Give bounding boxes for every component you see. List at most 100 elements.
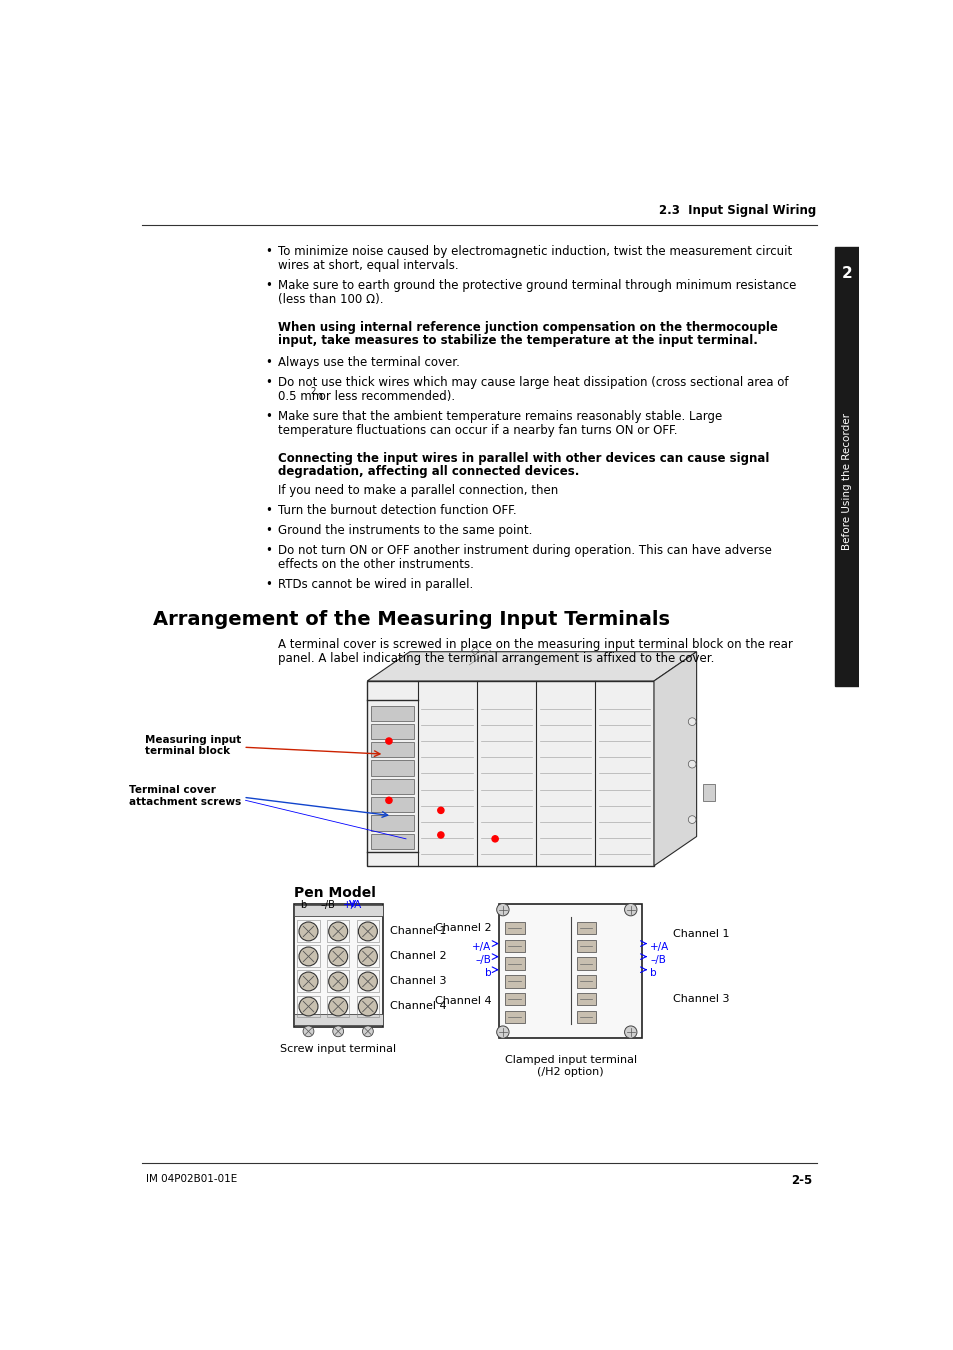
Circle shape [303, 1026, 314, 1037]
Bar [294, 903, 382, 1027]
Text: RTDs cannot be wired in parallel.: RTDs cannot be wired in parallel. [278, 578, 473, 591]
Bar [702, 784, 715, 801]
Circle shape [687, 718, 696, 725]
Bar [505, 1011, 524, 1023]
Bar [577, 922, 596, 934]
Bar [356, 995, 378, 1018]
Polygon shape [654, 652, 696, 865]
Text: To minimize noise caused by electromagnetic induction, twist the measurement cir: To minimize noise caused by electromagne… [278, 246, 792, 258]
Text: Clamped input terminal
(/H2 option): Clamped input terminal (/H2 option) [504, 1056, 636, 1077]
Text: ◇: ◇ [471, 647, 479, 656]
Bar [297, 921, 319, 942]
Bar [327, 971, 349, 992]
Bar [577, 1011, 596, 1023]
Bar [327, 995, 349, 1018]
Text: b: b [299, 899, 306, 910]
Text: Measuring input
terminal block: Measuring input terminal block [145, 734, 241, 756]
Text: If you need to make a parallel connection, then: If you need to make a parallel connectio… [278, 483, 558, 497]
Bar [371, 779, 414, 794]
Text: 2-5: 2-5 [791, 1173, 812, 1187]
Text: –/B: –/B [649, 954, 665, 965]
Text: IM 04P02B01-01E: IM 04P02B01-01E [146, 1173, 237, 1184]
Circle shape [497, 903, 509, 915]
Bar [297, 945, 319, 968]
Text: Turn the burnout detection function OFF.: Turn the burnout detection function OFF. [278, 504, 517, 517]
Polygon shape [367, 652, 696, 680]
Text: panel. A label indicating the terminal arrangement is affixed to the cover.: panel. A label indicating the terminal a… [278, 652, 714, 664]
Text: or less recommended).: or less recommended). [315, 390, 455, 402]
Bar [294, 904, 382, 915]
Text: +/A: +/A [342, 899, 362, 910]
Text: Always use the terminal cover.: Always use the terminal cover. [278, 356, 459, 369]
Circle shape [329, 972, 347, 991]
Circle shape [329, 946, 347, 965]
Text: Arrangement of the Measuring Input Terminals: Arrangement of the Measuring Input Termi… [153, 610, 670, 629]
Text: Do not turn ON or OFF another instrument during operation. This can have adverse: Do not turn ON or OFF another instrument… [278, 544, 771, 558]
Bar [371, 834, 414, 849]
Bar [297, 995, 319, 1018]
Text: Channel 4: Channel 4 [435, 996, 491, 1006]
Text: •: • [265, 377, 272, 389]
Bar [294, 1014, 382, 1025]
Circle shape [298, 946, 317, 965]
Text: degradation, affecting all connected devices.: degradation, affecting all connected dev… [278, 466, 578, 478]
Text: •: • [265, 544, 272, 558]
Text: Pen Model: Pen Model [294, 886, 375, 900]
Bar [371, 796, 414, 813]
Bar [835, 247, 858, 686]
Text: wires at short, equal intervals.: wires at short, equal intervals. [278, 259, 458, 271]
Bar [371, 815, 414, 830]
Text: Channel 1: Channel 1 [390, 926, 447, 937]
Bar [505, 922, 524, 934]
Text: Channel 3: Channel 3 [390, 976, 447, 987]
Circle shape [358, 946, 377, 965]
Circle shape [437, 832, 443, 838]
Text: Make sure to earth ground the protective ground terminal through minimum resista: Make sure to earth ground the protective… [278, 279, 796, 292]
Text: b: b [649, 968, 656, 979]
Text: 2: 2 [311, 387, 315, 396]
Text: Channel 1: Channel 1 [673, 929, 729, 938]
Circle shape [298, 998, 317, 1017]
Bar [505, 957, 524, 969]
Text: Channel 4: Channel 4 [390, 1002, 447, 1011]
Circle shape [492, 836, 497, 842]
Text: •: • [265, 524, 272, 537]
Bar [577, 975, 596, 987]
Circle shape [329, 998, 347, 1017]
Bar [505, 975, 524, 987]
Bar [371, 760, 414, 776]
Text: –/B: –/B [475, 954, 491, 965]
Bar [505, 940, 524, 952]
Text: Channel 2: Channel 2 [390, 952, 447, 961]
Circle shape [624, 903, 637, 915]
Bar [577, 994, 596, 1006]
Circle shape [437, 807, 443, 814]
Circle shape [298, 972, 317, 991]
Circle shape [497, 1026, 509, 1038]
Circle shape [362, 1026, 373, 1037]
Circle shape [687, 760, 696, 768]
Circle shape [385, 738, 392, 744]
Text: •: • [265, 410, 272, 423]
Bar [356, 971, 378, 992]
Text: •: • [265, 356, 272, 369]
Bar [297, 971, 319, 992]
Bar [371, 706, 414, 721]
Circle shape [358, 972, 377, 991]
Text: Ground the instruments to the same point.: Ground the instruments to the same point… [278, 524, 532, 537]
Circle shape [358, 922, 377, 941]
Circle shape [329, 922, 347, 941]
Text: +/A: +/A [649, 942, 669, 952]
Text: •: • [265, 578, 272, 591]
Bar [505, 994, 524, 1006]
Text: A terminal cover is screwed in place on the measuring input terminal block on th: A terminal cover is screwed in place on … [278, 637, 792, 651]
Bar [367, 680, 654, 865]
Text: Make sure that the ambient temperature remains reasonably stable. Large: Make sure that the ambient temperature r… [278, 410, 721, 423]
Text: Screw input terminal: Screw input terminal [280, 1044, 395, 1053]
Text: 0.5 mm: 0.5 mm [278, 390, 323, 402]
Bar [577, 940, 596, 952]
Circle shape [624, 1026, 637, 1038]
Circle shape [358, 998, 377, 1017]
Text: Before Using the Recorder: Before Using the Recorder [841, 413, 851, 549]
Circle shape [333, 1026, 343, 1037]
